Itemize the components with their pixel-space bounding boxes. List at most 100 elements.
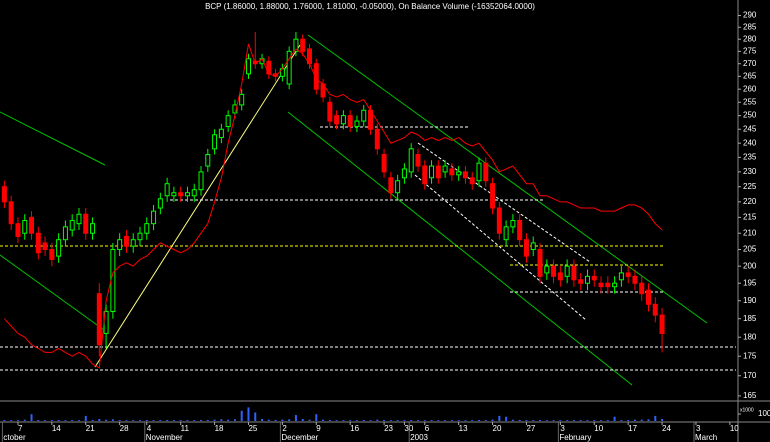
volume-bar <box>233 419 236 421</box>
candle-body <box>293 38 299 52</box>
x-tick-label: 21 <box>86 424 95 433</box>
x-tick-label: 11 <box>181 424 190 433</box>
candle-body <box>239 93 245 106</box>
volume-bar <box>444 420 447 421</box>
volume-bar <box>396 420 399 421</box>
x-tick-label: 10 <box>730 424 739 433</box>
volume-bar <box>654 415 657 421</box>
volume-bar <box>288 419 291 421</box>
candle-body <box>218 128 224 139</box>
candle-body <box>117 239 123 250</box>
volume-bar <box>98 418 101 421</box>
candle-body <box>381 154 387 173</box>
trend-line <box>287 111 633 386</box>
volume-bar <box>410 419 413 421</box>
x-tick-label: 28 <box>120 424 129 433</box>
candle-body <box>584 275 590 284</box>
volume-bar <box>491 419 494 421</box>
candle-body <box>130 239 136 247</box>
candle-body <box>157 198 163 209</box>
x-tick-label: 13 <box>459 424 468 433</box>
candle-body <box>8 201 14 225</box>
candle-body <box>245 58 251 75</box>
candle-body <box>530 242 536 250</box>
candle-body <box>212 134 218 150</box>
y-tick-label: 175 <box>743 351 757 360</box>
volume-bar <box>213 419 216 421</box>
candle-body <box>29 216 35 234</box>
volume-bar <box>539 419 542 421</box>
candle-body <box>374 128 380 150</box>
candle-body <box>22 220 28 234</box>
volume-bar <box>471 420 474 421</box>
y-tick-label: 260 <box>743 84 757 93</box>
y-tick-label: 245 <box>743 124 757 133</box>
y-tick-label: 200 <box>743 261 757 270</box>
x-tick-label: 17 <box>628 424 637 433</box>
y-tick-label: 270 <box>743 59 757 68</box>
volume-bar <box>559 420 562 421</box>
volume-bar <box>105 419 108 421</box>
volume-bar <box>416 420 419 421</box>
candle-body <box>415 154 421 167</box>
candle-body <box>347 115 353 128</box>
y-tick-label: 190 <box>743 296 757 305</box>
volume-bar <box>166 419 169 421</box>
volume-bar <box>403 420 406 421</box>
volume-bar <box>613 416 616 421</box>
trend-line <box>94 44 301 368</box>
y-tick-label: 225 <box>743 182 757 191</box>
volume-bar <box>118 420 121 421</box>
volume-bar <box>322 419 325 421</box>
candle-body <box>151 210 157 225</box>
volume-bar <box>518 419 521 421</box>
x-tick-label: 16 <box>350 424 359 433</box>
volume-bar <box>186 420 189 421</box>
volume-bar <box>57 419 60 421</box>
month-label: March <box>695 433 717 442</box>
month-label: ctober <box>3 433 26 442</box>
volume-bar <box>247 407 250 421</box>
volume-bar <box>193 420 196 421</box>
candle-body <box>652 303 658 316</box>
x-tick-label: 10 <box>594 424 603 433</box>
candle-body <box>300 38 306 52</box>
volume-bar <box>267 419 270 421</box>
volume-bar <box>261 418 264 421</box>
y-tick-label: 195 <box>743 278 757 287</box>
candle-body <box>523 239 529 257</box>
volume-bar <box>579 420 582 421</box>
volume-bar <box>484 420 487 421</box>
volume-bar <box>10 420 13 421</box>
candle-body <box>612 282 618 288</box>
candle-body <box>537 248 543 277</box>
candle-body <box>639 282 645 295</box>
volume-bar <box>64 420 67 421</box>
volume-bar <box>125 420 128 421</box>
candle-body <box>137 232 143 241</box>
candle-body <box>476 162 482 182</box>
candle-body <box>483 162 489 182</box>
y-tick-label: 285 <box>743 22 757 31</box>
candle-body <box>69 220 75 231</box>
trend-line <box>0 111 106 166</box>
volume-bar <box>450 420 453 421</box>
volume-bar <box>294 415 297 421</box>
candle-body <box>591 275 597 281</box>
y-tick-label: 220 <box>743 197 757 206</box>
obv-line <box>4 43 663 369</box>
volume-bar <box>566 420 569 421</box>
candle-body <box>327 101 333 122</box>
volume-bar <box>620 420 623 421</box>
candle-body <box>178 192 184 197</box>
candle-body <box>15 223 21 237</box>
candle-body <box>191 189 197 197</box>
candle-body <box>340 115 346 125</box>
volume-bar <box>423 420 426 421</box>
candle-body <box>334 115 340 125</box>
y-tick-label: 170 <box>743 371 757 380</box>
candle-body <box>90 223 96 234</box>
candle-body <box>442 165 448 173</box>
y-tick-label: 185 <box>743 314 757 323</box>
volume-bar <box>511 419 514 421</box>
